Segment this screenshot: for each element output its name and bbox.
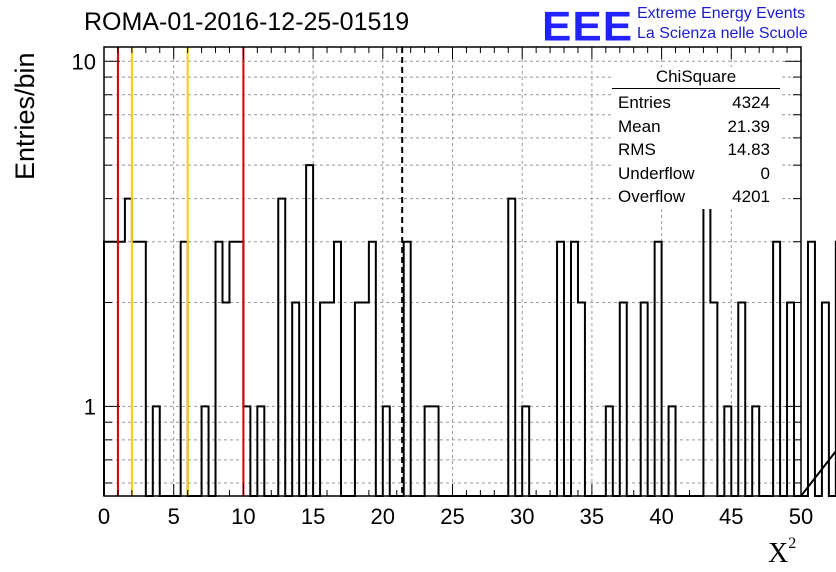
histogram-bar (229, 242, 236, 496)
histogram-bar (773, 242, 780, 496)
stats-label: Underflow (618, 163, 695, 183)
stats-value: 4324 (732, 93, 770, 112)
histogram-bar (320, 303, 327, 496)
stats-row-underflow: Underflow 0 (612, 162, 780, 186)
histogram-bar (118, 242, 125, 496)
histogram-bar (362, 303, 369, 496)
histogram-bar (306, 165, 313, 496)
stats-label: Overflow (618, 187, 686, 206)
x-tick-label: 0 (98, 504, 110, 529)
histogram-bar (738, 303, 745, 496)
stats-label: RMS (618, 140, 656, 159)
histogram-bar (355, 303, 362, 496)
histogram-bar (181, 242, 188, 496)
histogram-bar (139, 242, 146, 496)
histogram-bar (787, 303, 794, 496)
x-tick-label: 15 (301, 504, 325, 529)
x-tick-label: 35 (580, 504, 604, 529)
x-tick-label: 5 (168, 504, 180, 529)
stats-row-rms: RMS 14.83 (612, 138, 780, 162)
histogram-bar (655, 242, 662, 496)
histogram-bar (111, 242, 118, 496)
stats-row-entries: Entries 4324 (612, 91, 780, 115)
stats-row-overflow: Overflow 4201 (612, 185, 780, 209)
x-tick-label: 10 (231, 504, 255, 529)
histogram-bar (125, 199, 132, 496)
chart-title: ROMA-01-2016-12-25-01519 (84, 8, 410, 36)
histogram-bar (278, 199, 285, 496)
stats-label: Entries (618, 93, 671, 112)
y-tick-label: 1 (84, 394, 96, 419)
x-tick-label: 45 (719, 504, 743, 529)
x-tick-label: 30 (510, 504, 534, 529)
stats-value: 14.83 (727, 140, 770, 159)
histogram-bar (216, 242, 223, 496)
stats-row-mean: Mean 21.39 (612, 115, 780, 139)
histogram-bar (104, 242, 111, 496)
histogram-bar (710, 303, 717, 496)
y-tick-label: 10 (72, 49, 96, 74)
histogram-bar (334, 242, 341, 496)
x-tick-label: 20 (371, 504, 395, 529)
stats-label: Mean (618, 116, 661, 136)
eee-logo: EEE (542, 3, 634, 50)
stats-box: ChiSquare Entries 4324 Mean 21.39 RMS 14… (612, 67, 780, 209)
histogram-bar (508, 199, 515, 496)
logo-line-2: La Scienza nelle Scuole (637, 25, 808, 42)
y-axis-label: Entries/bin (10, 52, 40, 180)
histogram-bar (222, 303, 229, 496)
logo-line-1: Extreme Energy Events (637, 5, 806, 22)
histogram-bar (327, 303, 334, 496)
stats-value: 0 (760, 163, 770, 183)
histogram-bar (369, 242, 376, 496)
histogram-bar (557, 242, 564, 496)
x-axis-label: X2 (768, 534, 797, 569)
x-tick-label: 50 (789, 504, 813, 529)
histogram-bar (578, 303, 585, 496)
histogram-bar (236, 242, 243, 496)
histogram-bar (808, 242, 815, 496)
histogram-bar (292, 303, 299, 496)
histogram-bar (641, 303, 648, 496)
histogram-bar (571, 242, 578, 496)
stats-title: ChiSquare (612, 67, 780, 89)
histogram-bar (404, 242, 411, 496)
histogram-bar (132, 242, 139, 496)
histogram-bar (620, 303, 627, 496)
x-tick-label: 40 (649, 504, 673, 529)
stats-value: 21.39 (727, 116, 770, 136)
stats-value: 4201 (732, 187, 770, 206)
x-tick-label: 25 (440, 504, 464, 529)
